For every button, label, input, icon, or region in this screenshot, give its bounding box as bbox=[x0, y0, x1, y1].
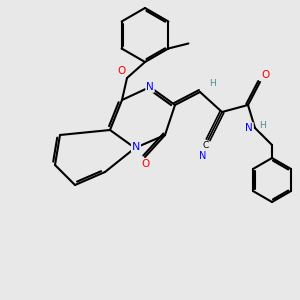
Text: N: N bbox=[132, 142, 140, 152]
Text: N: N bbox=[146, 82, 154, 92]
Text: O: O bbox=[262, 70, 270, 80]
Text: H: H bbox=[260, 122, 266, 130]
Text: C: C bbox=[203, 142, 209, 151]
Text: N: N bbox=[245, 123, 253, 133]
Text: O: O bbox=[118, 66, 126, 76]
Text: N: N bbox=[199, 151, 207, 161]
Text: H: H bbox=[210, 80, 216, 88]
Text: O: O bbox=[141, 159, 149, 169]
